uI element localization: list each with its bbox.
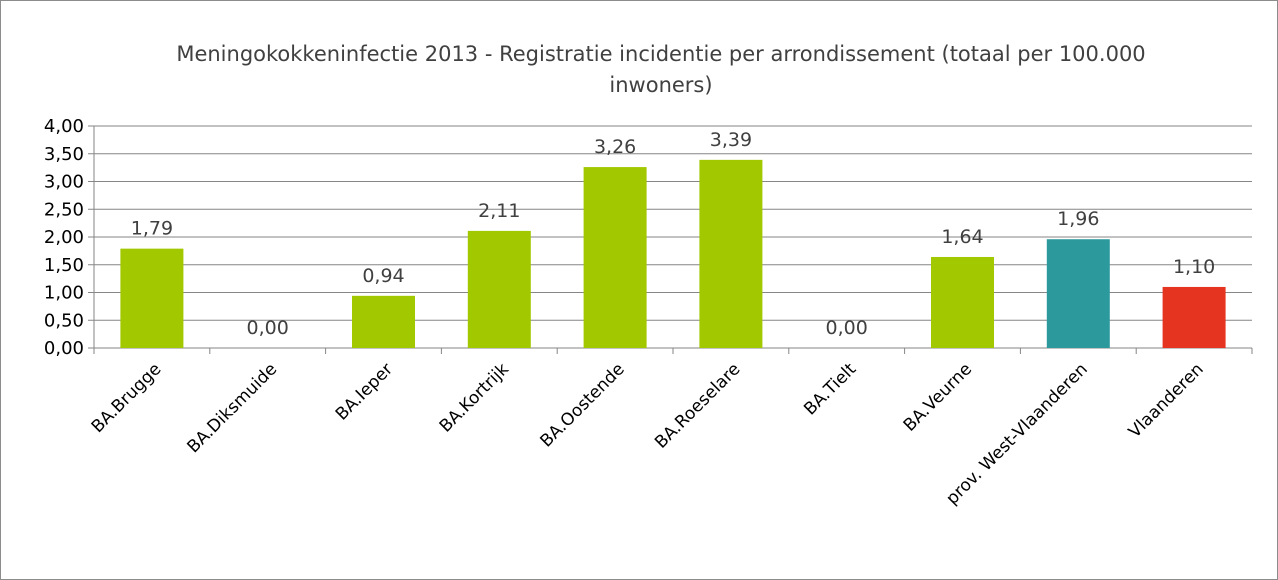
data-label: 1,10 [1173,256,1215,278]
category-label: BA.Tielt [800,359,860,419]
data-label: 3,39 [710,129,752,151]
y-tick-label: 1,00 [44,283,84,304]
bars [120,159,1226,348]
category-label: BA.Ieper [332,359,397,424]
data-label: 1,96 [1057,208,1099,230]
category-label: Vlaanderen [1125,359,1208,442]
y-tick-label: 3,50 [44,144,84,165]
bar [1046,239,1110,348]
bar [1162,286,1226,348]
data-label: 0,00 [247,317,289,339]
bar [931,256,994,348]
data-label: 1,79 [131,218,173,240]
bar [583,167,647,348]
chart-title: Meningokokkeninfectie 2013 - Registratie… [176,42,1146,97]
gridlines [94,125,1252,321]
bar [467,230,531,348]
data-label: 0,00 [826,317,868,339]
category-label: BA.Diksmuide [183,359,281,457]
y-tick-label: 2,00 [44,227,84,248]
y-tick-label: 4,00 [44,116,84,137]
bar [699,159,763,348]
bar [352,295,415,348]
y-tick-label: 1,50 [44,255,84,276]
category-label: BA.Oostende [537,359,629,451]
y-tick-label: 0,00 [44,338,84,359]
data-label: 0,94 [362,265,404,287]
y-tick-label: 2,50 [44,199,84,220]
data-label: 1,64 [941,226,983,248]
category-label: BA.Brugge [88,359,166,437]
bar [120,248,184,348]
category-label: BA.Kortrijk [436,359,513,436]
data-label: 3,26 [594,136,636,158]
category-label: BA.Roeselare [651,359,744,452]
y-tick-label: 3,00 [44,172,84,193]
category-label: BA.Veurne [900,359,976,435]
data-label: 2,11 [478,200,520,222]
y-tick-label: 0,50 [44,310,84,331]
